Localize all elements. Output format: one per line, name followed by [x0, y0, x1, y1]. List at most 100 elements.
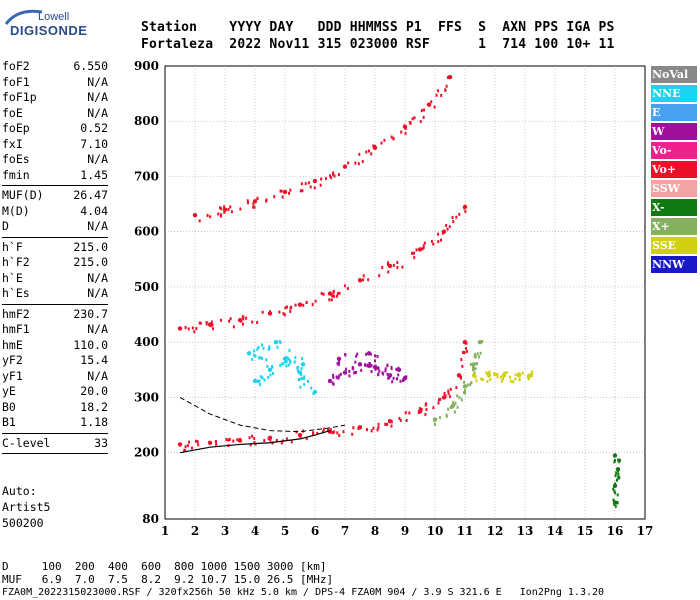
- data-speck: [338, 360, 341, 364]
- data-speck: [285, 437, 288, 441]
- param-name: h`E: [2, 270, 23, 285]
- data-point: [396, 367, 402, 373]
- data-speck: [269, 438, 272, 442]
- data-speck: [300, 376, 303, 380]
- data-speck: [404, 411, 407, 415]
- data-speck: [195, 327, 198, 331]
- data-point: [366, 351, 372, 356]
- data-speck: [448, 225, 451, 229]
- data-speck: [256, 321, 259, 325]
- data-speck: [433, 419, 436, 423]
- data-speck: [279, 189, 282, 193]
- data-speck: [508, 375, 511, 379]
- param-name: M(D): [2, 203, 30, 218]
- data-speck: [617, 458, 620, 462]
- data-speck: [247, 201, 250, 205]
- data-speck: [242, 315, 245, 319]
- data-speck: [365, 150, 368, 154]
- data-speck: [362, 274, 365, 278]
- data-speck: [284, 306, 287, 310]
- param-row: foEs N/A: [2, 152, 108, 168]
- data-speck: [294, 303, 297, 307]
- data-speck: [372, 426, 375, 430]
- data-speck: [456, 394, 459, 398]
- data-speck: [476, 352, 479, 356]
- data-speck: [399, 418, 402, 422]
- data-speck: [285, 355, 288, 359]
- data-speck: [229, 205, 232, 209]
- data-speck: [348, 369, 351, 373]
- data-speck: [408, 121, 411, 125]
- data-speck: [337, 363, 340, 367]
- data-speck: [248, 436, 251, 440]
- auto-code: 500200: [2, 516, 44, 530]
- param-value: 0.52: [80, 121, 108, 135]
- data-speck: [499, 375, 502, 379]
- data-speck: [374, 364, 377, 368]
- data-speck: [199, 321, 202, 325]
- auto-label: Auto:: [2, 484, 37, 498]
- param-row: foE N/A: [2, 106, 108, 122]
- data-speck: [437, 240, 440, 244]
- data-point: [357, 425, 363, 430]
- data-speck: [322, 427, 325, 431]
- data-speck: [485, 371, 488, 375]
- data-speck: [521, 371, 524, 375]
- data-speck: [432, 242, 435, 246]
- data-speck: [458, 212, 461, 216]
- data-speck: [464, 346, 467, 350]
- data-speck: [481, 339, 484, 343]
- data-speck: [268, 345, 271, 349]
- data-speck: [469, 383, 472, 387]
- data-speck: [617, 469, 620, 473]
- param-value: 18.2: [80, 399, 108, 414]
- data-speck: [355, 354, 358, 358]
- data-speck: [223, 210, 226, 214]
- data-speck: [360, 368, 363, 372]
- data-point: [312, 389, 318, 395]
- data-speck: [425, 407, 428, 411]
- data-speck: [372, 144, 375, 148]
- param-row: M(D) 4.04: [2, 204, 108, 220]
- data-speck: [383, 138, 386, 142]
- y-tick-label: 200: [134, 446, 159, 460]
- param-name: C-level: [2, 435, 51, 450]
- data-speck: [335, 294, 338, 298]
- data-speck: [353, 371, 356, 375]
- data-speck: [440, 238, 443, 242]
- legend-item: X+: [651, 218, 697, 235]
- data-speck: [290, 305, 293, 309]
- data-speck: [232, 439, 235, 443]
- data-speck: [370, 429, 373, 433]
- data-speck: [478, 355, 481, 359]
- y-tick-label: 80: [142, 512, 159, 526]
- data-speck: [227, 438, 230, 442]
- param-name: hmF1: [2, 322, 30, 336]
- parameters-panel: foF2 6.550 foF1 N/A foF1p N/A foE N/A foEp 0.52 fx…: [2, 59, 108, 456]
- data-speck: [384, 422, 387, 426]
- data-point: [426, 102, 432, 107]
- data-speck: [236, 438, 239, 442]
- data-speck: [332, 373, 335, 377]
- data-speck: [332, 375, 335, 379]
- data-speck: [424, 403, 427, 407]
- data-point: [237, 438, 243, 443]
- data-speck: [312, 431, 315, 435]
- param-value: 26.47: [73, 188, 108, 202]
- data-speck: [463, 389, 466, 393]
- data-speck: [420, 407, 423, 411]
- data-speck: [265, 199, 268, 203]
- data-speck: [474, 355, 477, 359]
- data-speck: [471, 368, 474, 372]
- data-speck: [454, 401, 457, 405]
- data-speck: [437, 401, 440, 405]
- data-speck: [612, 487, 615, 491]
- data-speck: [518, 378, 521, 382]
- data-speck: [289, 188, 292, 192]
- data-speck: [455, 215, 458, 219]
- data-speck: [254, 354, 257, 358]
- param-name: D: [2, 219, 9, 233]
- param-row: foF1 N/A: [2, 75, 108, 91]
- data-point: [342, 164, 348, 169]
- data-point: [297, 302, 303, 307]
